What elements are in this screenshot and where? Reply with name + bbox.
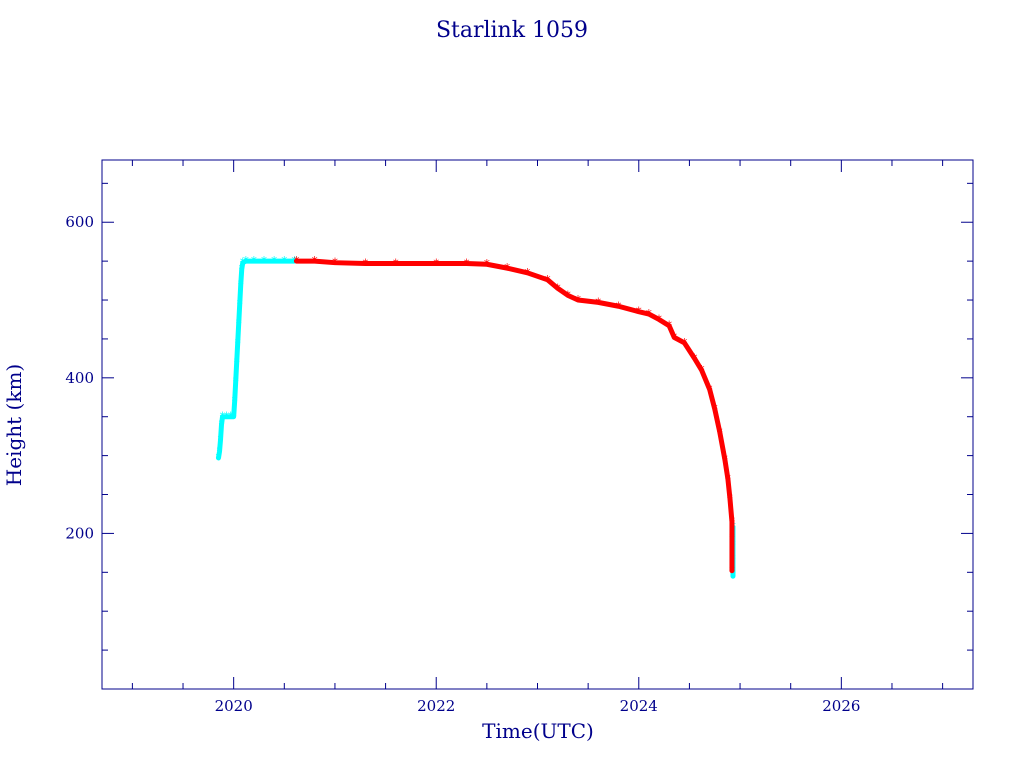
data-point: *	[234, 355, 240, 369]
data-point: *	[220, 410, 226, 424]
y-tick-label: 600	[65, 213, 94, 231]
data-point: *	[504, 261, 510, 275]
data-point: *	[231, 410, 237, 424]
series-trace-0	[215, 258, 736, 579]
data-point: *	[224, 410, 230, 424]
data-point: *	[727, 491, 733, 505]
x-tick-label: 2020	[215, 697, 253, 715]
data-point: *	[595, 295, 601, 309]
axis-ticks: 2020 2022 2024 2026 200 400 600	[65, 160, 973, 715]
data-point: *	[730, 569, 736, 583]
data-point: *	[681, 336, 687, 350]
x-axis-label: Time(UTC)	[482, 719, 594, 743]
data-point: *	[216, 445, 222, 459]
data-point: *	[243, 254, 249, 268]
data-point: *	[251, 254, 257, 268]
data-point: *	[636, 305, 642, 319]
data-point: *	[393, 256, 399, 270]
x-tick-label: 2026	[822, 697, 860, 715]
series-trace-1	[293, 258, 735, 574]
data-point: *	[236, 316, 242, 330]
data-point: *	[484, 257, 490, 271]
data-point: *	[717, 425, 723, 439]
data-point: *	[616, 299, 622, 313]
data-point: *	[271, 254, 277, 268]
data-point: *	[646, 307, 652, 321]
data-point: *	[671, 330, 677, 344]
chart-title: Starlink 1059	[436, 18, 588, 43]
data-point: *	[293, 254, 299, 268]
data-point: *	[233, 375, 239, 389]
data-point: *	[219, 418, 225, 432]
data-point: *	[712, 402, 718, 416]
data-point: *	[699, 363, 705, 377]
data-point: *	[707, 382, 713, 396]
data-point: *	[312, 254, 318, 268]
data-point: *	[725, 472, 731, 486]
data-point: *	[239, 262, 245, 276]
data-point: *	[729, 530, 735, 544]
data-points: ****************** * * * * ****** * * * * * * * * ****…	[215, 254, 735, 583]
y-tick-label: 400	[65, 369, 94, 387]
data-point: *	[217, 433, 223, 447]
data-point: *	[729, 564, 735, 578]
y-tick-label: 200	[65, 524, 94, 542]
data-point: *	[228, 410, 234, 424]
data-point: *	[237, 297, 243, 311]
data-point: *	[232, 394, 238, 408]
data-point: *	[332, 256, 338, 270]
data-point: *	[729, 515, 735, 529]
data-point: *	[235, 336, 241, 350]
x-tick-label: 2024	[620, 697, 658, 715]
data-point: *	[565, 288, 571, 302]
data-point: *	[656, 312, 662, 326]
data-point: *	[281, 254, 287, 268]
data-point: *	[666, 319, 672, 333]
data-point: *	[261, 254, 267, 268]
data-point: *	[545, 273, 551, 287]
data-point: *	[362, 256, 368, 270]
data-point: *	[555, 281, 561, 295]
data-point: *	[215, 451, 221, 465]
data-point: *	[464, 256, 470, 270]
data-point: *	[691, 351, 697, 365]
plot-frame	[101, 159, 974, 690]
y-axis-label: Height (km)	[2, 364, 26, 486]
data-point: *	[722, 453, 728, 467]
data-point: *	[433, 256, 439, 270]
data-point: *	[238, 277, 244, 291]
x-tick-label: 2022	[417, 697, 455, 715]
data-point: *	[524, 266, 530, 280]
data-point: *	[240, 256, 246, 270]
data-point: *	[575, 293, 581, 307]
